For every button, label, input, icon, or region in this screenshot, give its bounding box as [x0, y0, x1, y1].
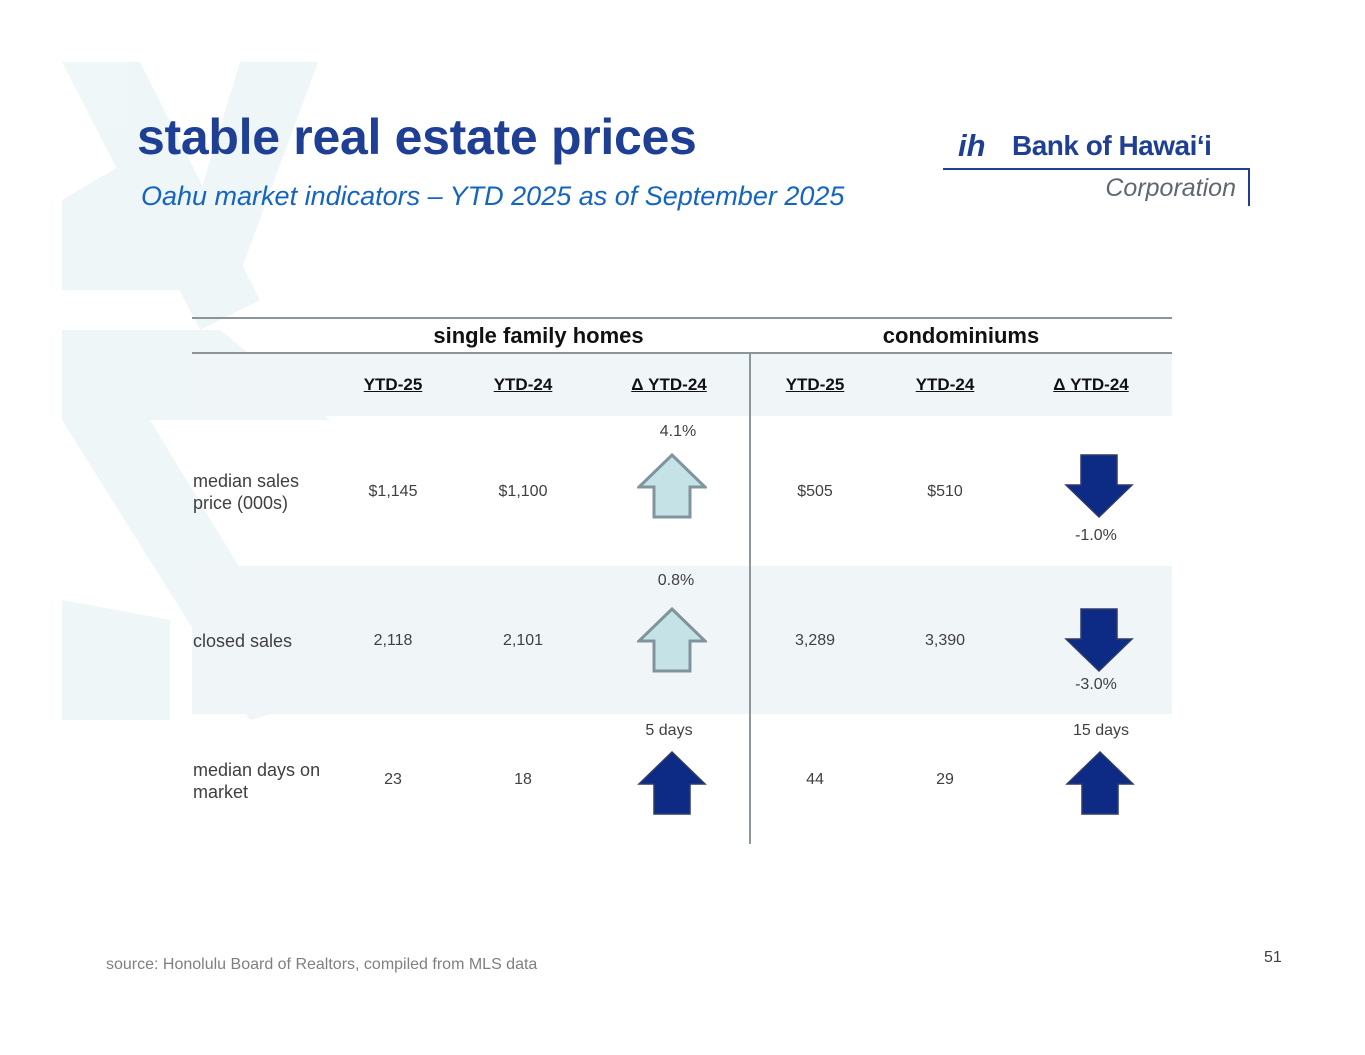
- page-number: 51: [1264, 949, 1282, 966]
- bank-logo: ih Bank of Hawai‘i Corporation: [940, 118, 1260, 210]
- cell-sfh-delta: 0.8%: [657, 572, 695, 589]
- cell-sfh-delta: 5 days: [645, 722, 693, 739]
- market-indicators-table: single family homes condominiums YTD-25 …: [192, 317, 1172, 845]
- cell-condo-ytd24: 3,390: [924, 632, 966, 649]
- row-label-closed-sales: closed sales: [193, 631, 293, 651]
- logo-sub: Corporation: [1105, 174, 1236, 202]
- cell-condo-ytd24: $510: [927, 483, 963, 500]
- cell-condo-ytd24: 29: [936, 771, 954, 788]
- up-arrow-icon: [637, 607, 707, 673]
- col-head-sfh-ytd24: YTD-24: [493, 375, 553, 394]
- cell-condo-ytd25: $505: [797, 483, 833, 500]
- logo-vrule: [1248, 168, 1250, 206]
- logo-rule: [943, 168, 1250, 170]
- group-head-condo: condominiums: [882, 323, 1040, 348]
- cell-sfh-delta: 4.1%: [659, 423, 697, 440]
- down-arrow-icon: [1064, 608, 1134, 673]
- col-head-sfh-ytd25: YTD-25: [363, 375, 423, 394]
- cell-condo-ytd25: 3,289: [794, 632, 836, 649]
- cell-sfh-ytd24: $1,100: [498, 483, 548, 500]
- cell-condo-delta: -3.0%: [1075, 676, 1117, 693]
- table-header-rule: [192, 352, 1172, 354]
- table-top-rule: [192, 317, 1172, 319]
- up-arrow-icon: [637, 750, 707, 815]
- table-divider: [749, 352, 751, 844]
- logo-mark-icon: ih: [958, 128, 986, 163]
- up-arrow-icon: [1065, 750, 1135, 815]
- source-note: source: Honolulu Board of Realtors, comp…: [106, 956, 538, 973]
- group-head-sfh: single family homes: [433, 323, 644, 348]
- up-arrow-icon: [637, 453, 707, 519]
- row-label-median-price: median sales price (000s): [193, 471, 300, 513]
- col-head-condo-ytd25: YTD-25: [785, 375, 845, 394]
- page-subtitle: Oahu market indicators – YTD 2025 as of …: [141, 181, 845, 211]
- page-title: stable real estate prices: [137, 109, 697, 165]
- row-label-days-on-market: median days on market: [193, 760, 321, 802]
- col-head-condo-ytd24: YTD-24: [915, 375, 975, 394]
- cell-sfh-ytd24: 2,101: [502, 632, 544, 649]
- down-arrow-icon: [1064, 454, 1134, 519]
- cell-condo-delta: 15 days: [1072, 722, 1130, 739]
- cell-condo-ytd25: 44: [806, 771, 824, 788]
- header-band: [192, 353, 1172, 416]
- cell-sfh-ytd25: $1,145: [368, 483, 418, 500]
- cell-condo-delta: -1.0%: [1075, 527, 1117, 544]
- cell-sfh-ytd25: 2,118: [373, 632, 413, 649]
- col-head-sfh-delta: Δ YTD-24: [631, 375, 707, 394]
- cell-sfh-ytd25: 23: [384, 771, 402, 788]
- cell-sfh-ytd24: 18: [514, 771, 532, 788]
- col-head-condo-delta: Δ YTD-24: [1053, 375, 1129, 394]
- logo-name: Bank of Hawai‘i: [1012, 130, 1212, 161]
